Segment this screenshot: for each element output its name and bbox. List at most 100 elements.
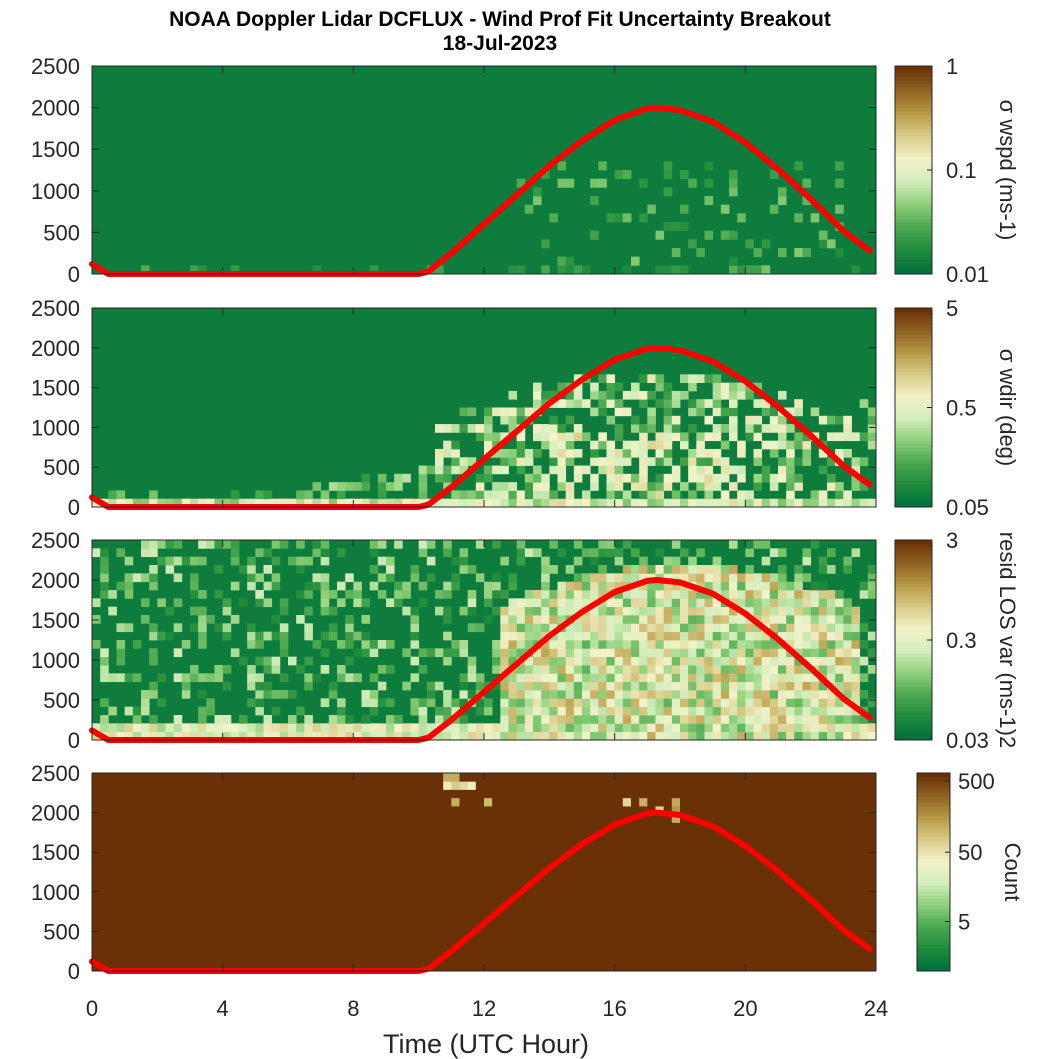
- heatmap-cell: [867, 814, 877, 823]
- colorbar-segment: [895, 145, 932, 150]
- heatmap-cell: [663, 847, 673, 856]
- heatmap-cell: [410, 573, 420, 583]
- heatmap-cell: [655, 905, 665, 914]
- heatmap-cell: [435, 773, 444, 782]
- heatmap-cell: [475, 789, 485, 799]
- heatmap-cell: [769, 482, 779, 491]
- heatmap-cell: [655, 872, 665, 881]
- heatmap-cell: [92, 872, 101, 881]
- heatmap-cell: [533, 723, 542, 733]
- heatmap-cell: [361, 954, 371, 964]
- heatmap-cell: [296, 938, 305, 947]
- heatmap-cell: [769, 731, 779, 741]
- heatmap-cell: [508, 822, 518, 832]
- heatmap-cell: [475, 681, 485, 691]
- heatmap-cell: [475, 540, 485, 549]
- heatmap-cell: [818, 888, 828, 898]
- heatmap-cell: [157, 822, 166, 832]
- heatmap-cell: [573, 648, 583, 658]
- heatmap-cell: [688, 797, 697, 807]
- heatmap-cell: [851, 656, 861, 666]
- heatmap-cell: [263, 954, 273, 964]
- heatmap-cell: [459, 681, 469, 691]
- heatmap-cell: [516, 440, 526, 450]
- heatmap-cell: [859, 773, 869, 782]
- heatmap-cell: [729, 623, 738, 633]
- heatmap-cell: [418, 773, 428, 782]
- heatmap-cell: [688, 789, 697, 799]
- heatmap-cell: [386, 872, 395, 881]
- heatmap-cell: [663, 473, 673, 483]
- heatmap-cell: [239, 872, 248, 881]
- heatmap-cell: [394, 880, 403, 889]
- heatmap-cell: [516, 556, 526, 566]
- colorbar-segment: [917, 786, 950, 790]
- heatmap-cell: [92, 781, 101, 790]
- heatmap-cell: [443, 847, 452, 856]
- heatmap-cell: [671, 606, 681, 616]
- heatmap-cell: [533, 830, 542, 840]
- heatmap-cell: [565, 390, 575, 400]
- heatmap-cell: [304, 888, 313, 898]
- heatmap-cell: [655, 482, 665, 491]
- heatmap-cell: [582, 590, 591, 599]
- heatmap-cell: [663, 187, 673, 197]
- heatmap-cell: [484, 938, 493, 947]
- heatmap-cell: [206, 814, 215, 823]
- heatmap-cell: [288, 773, 297, 782]
- heatmap-cell: [712, 615, 722, 624]
- heatmap-cell: [737, 773, 746, 782]
- heatmap-cell: [304, 822, 313, 832]
- heatmap-cell: [181, 640, 191, 649]
- heatmap-cell: [451, 556, 460, 566]
- heatmap-cell: [557, 656, 567, 666]
- heatmap-cell: [582, 698, 591, 708]
- heatmap-cell: [369, 789, 379, 799]
- heatmap-cell: [696, 640, 705, 649]
- heatmap-cell: [533, 797, 542, 807]
- heatmap-cell: [818, 863, 828, 873]
- heatmap-cell: [729, 690, 738, 699]
- heatmap-cell: [541, 656, 550, 666]
- heatmap-cell: [410, 830, 420, 840]
- heatmap-cell: [206, 830, 215, 840]
- heatmap-cell: [549, 731, 558, 741]
- heatmap-cell: [622, 830, 632, 840]
- heatmap-cell: [843, 913, 852, 922]
- heatmap-cell: [255, 855, 264, 865]
- heatmap-cell: [533, 781, 542, 790]
- heatmap-cell: [320, 830, 330, 840]
- heatmap-cell: [761, 590, 771, 599]
- heatmap-cell: [516, 839, 526, 848]
- colorbar-segment: [895, 159, 932, 164]
- heatmap-cell: [484, 415, 493, 425]
- heatmap-cell: [124, 573, 134, 583]
- heatmap-cell: [851, 913, 861, 922]
- heatmap-cell: [369, 265, 379, 275]
- heatmap-cell: [818, 847, 828, 856]
- colorbar-segment: [895, 76, 932, 81]
- heatmap-cell: [320, 905, 330, 914]
- heatmap-cell: [198, 631, 207, 641]
- heatmap-cell: [108, 830, 117, 840]
- heatmap-cell: [124, 954, 134, 964]
- heatmap-cell: [680, 723, 689, 733]
- heatmap-cell: [173, 498, 183, 508]
- colorbar-segment: [895, 633, 932, 638]
- heatmap-cell: [353, 482, 362, 491]
- heatmap-cell: [418, 880, 428, 889]
- heatmap-cell: [859, 781, 869, 790]
- colorbar-segment: [895, 573, 932, 578]
- heatmap-cell: [100, 556, 109, 566]
- heatmap-cell: [304, 631, 313, 641]
- heatmap-cell: [835, 781, 844, 790]
- heatmap-cell: [680, 598, 689, 608]
- heatmap-cell: [206, 896, 215, 906]
- heatmap-cell: [598, 806, 607, 815]
- heatmap-cell: [524, 698, 534, 708]
- heatmap-cell: [639, 962, 648, 972]
- heatmap-cell: [288, 690, 297, 699]
- heatmap-cell: [263, 814, 273, 823]
- colorbar-segment: [895, 152, 932, 157]
- heatmap-cell: [614, 905, 624, 914]
